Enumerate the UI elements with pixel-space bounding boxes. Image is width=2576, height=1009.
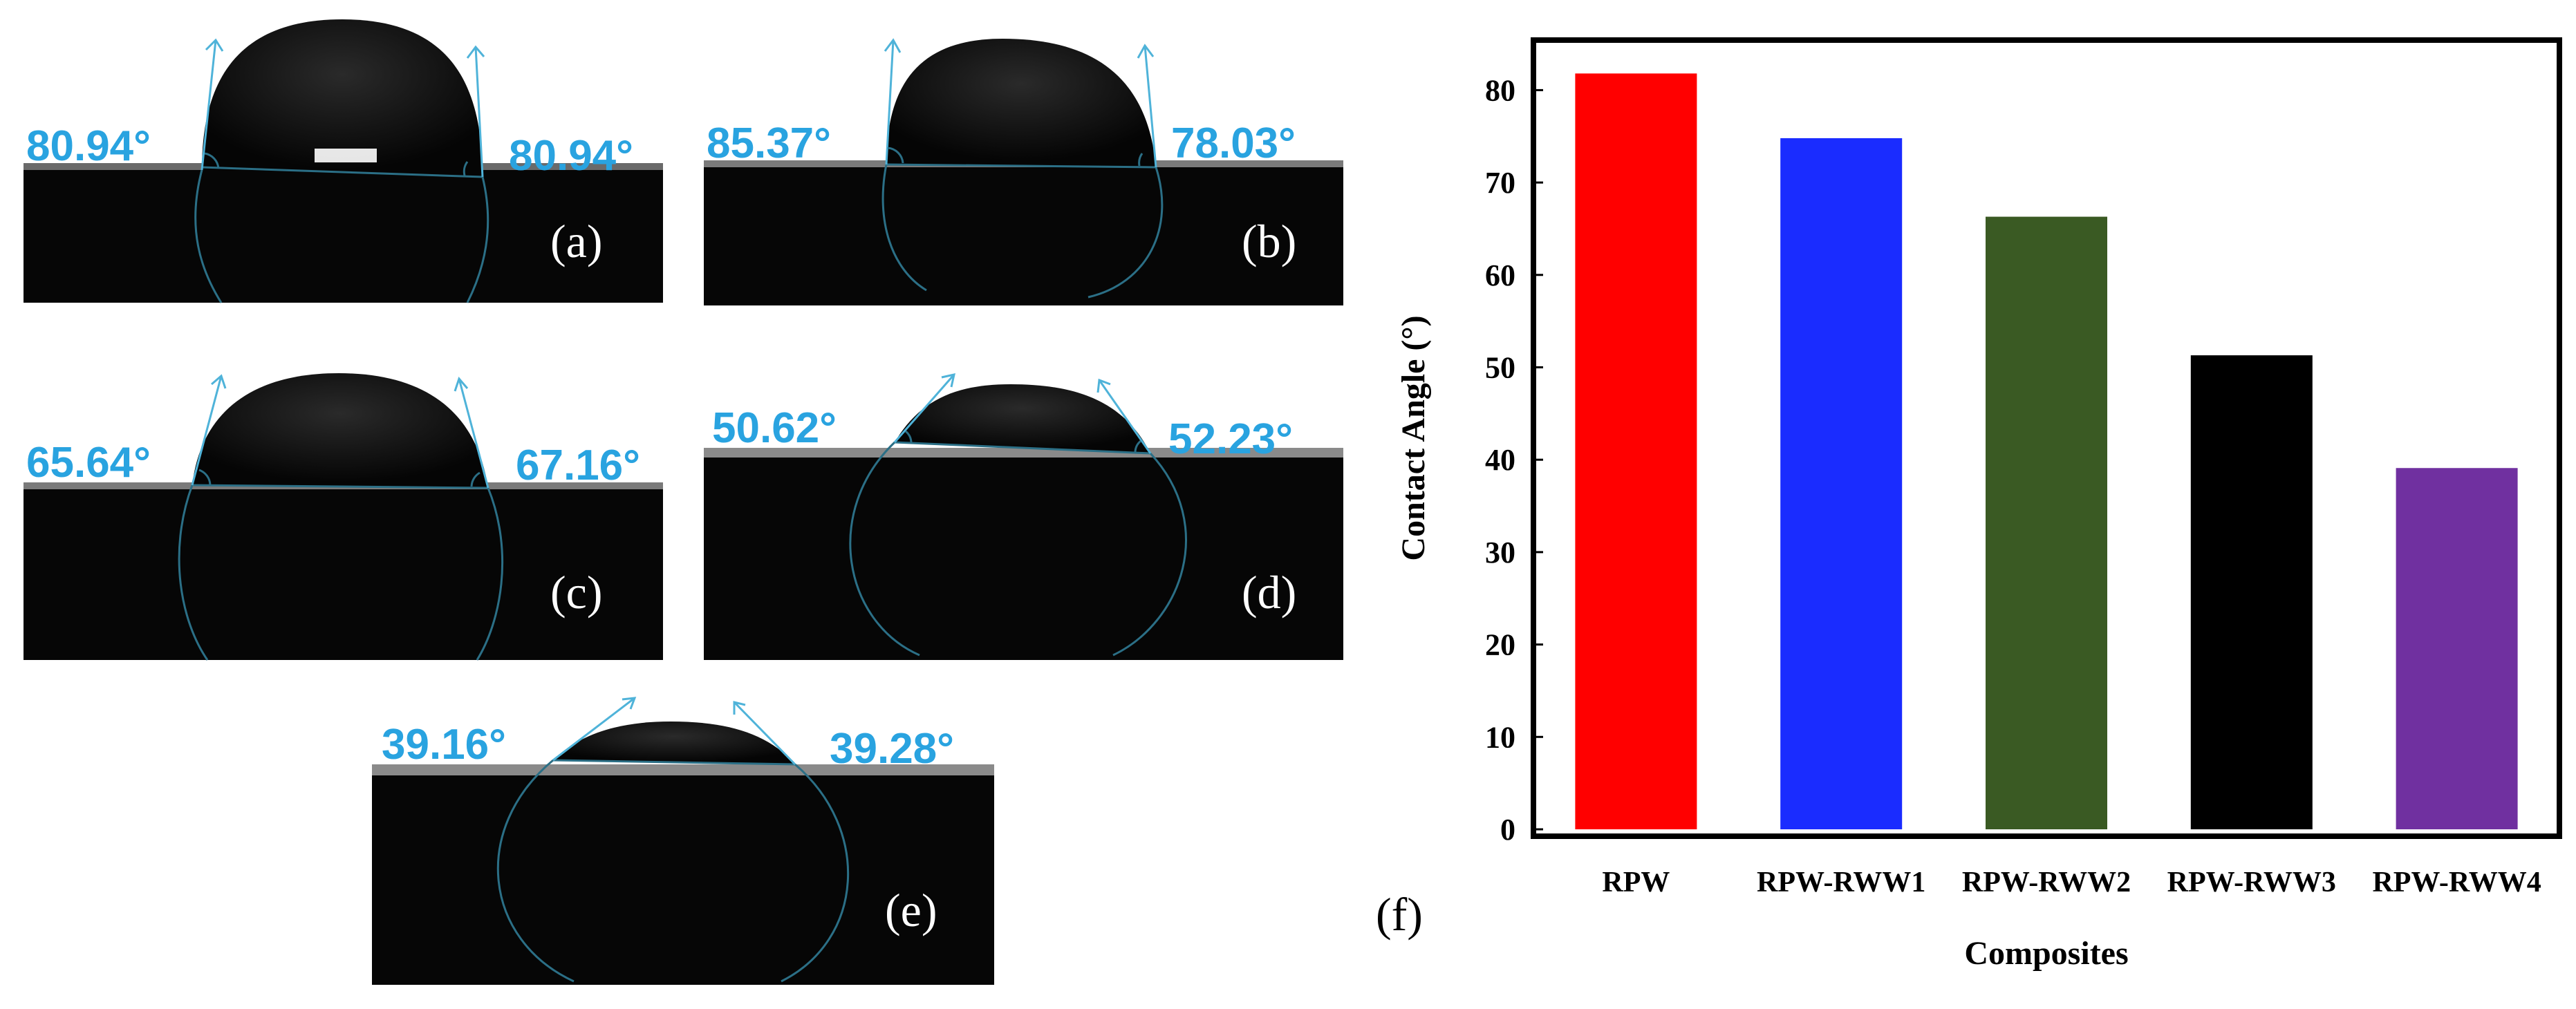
bar-rpw-rww1 [1780, 138, 1903, 829]
substrate [704, 456, 1343, 660]
baseline [894, 441, 1151, 455]
y-tick-label: 40 [1485, 443, 1515, 477]
baseline [886, 163, 1157, 169]
substrate [24, 488, 663, 660]
y-axis-title: Contact Angle (°) [1395, 315, 1432, 560]
substrate [372, 774, 994, 985]
fit-curve-left [178, 484, 209, 661]
angle-right-c: 67.16° [516, 442, 640, 489]
angle-arc-right [463, 161, 469, 176]
y-tick-label: 60 [1485, 258, 1515, 292]
panel-label-d: (d) [1242, 566, 1296, 619]
x-axis: RPW RPW-RWW1 RPW-RWW2 RPW-RWW3 RPW-RWW4 [1602, 867, 2541, 898]
y-axis: 0 10 20 30 40 50 60 70 80 [1485, 73, 1543, 847]
angle-left-d: 50.62° [712, 404, 837, 452]
tangent-arrow-left [191, 374, 227, 486]
droplet-panel-b: 85.37° 78.03° (b) [704, 21, 1343, 305]
x-tick-label: RPW [1602, 867, 1670, 898]
droplet-panel-d: 50.62° 52.23° (d) [704, 346, 1343, 660]
tangent-arrow-right [1137, 44, 1157, 168]
angle-arc-right [470, 471, 480, 487]
droplet-panel-a: 80.94° 80.94° (a) [24, 19, 663, 303]
bars [1575, 73, 2518, 830]
fit-curve-right [466, 176, 489, 303]
angle-right-d: 52.23° [1168, 415, 1293, 463]
y-tick-label: 50 [1485, 351, 1515, 385]
y-tick-label: 10 [1485, 720, 1515, 754]
angle-arc-right [1138, 153, 1144, 167]
bar-rpw [1575, 73, 1697, 830]
droplet-panel-e: 39.16° 39.28° (e) [372, 691, 994, 985]
tangent-arrow-left [884, 38, 902, 165]
panel-label-e: (e) [885, 884, 937, 936]
droplet [886, 39, 1156, 167]
angle-arc-left [204, 152, 220, 169]
tangent-arrow-right [733, 701, 796, 766]
fit-curve-left [849, 441, 920, 657]
fit-curve-left [496, 759, 575, 983]
panel-label-b: (b) [1242, 215, 1296, 267]
droplet [553, 722, 795, 764]
y-tick-label: 0 [1500, 813, 1515, 847]
fit-curve-right [1112, 452, 1187, 657]
tangent-arrow-left [200, 38, 224, 171]
angle-right-e: 39.28° [830, 725, 954, 773]
droplet [895, 384, 1150, 453]
substrate [24, 168, 663, 303]
baseline [201, 166, 483, 178]
angle-arc-left [887, 147, 904, 164]
panel-label-c: (c) [550, 566, 602, 619]
tangent-arrow-left [552, 697, 637, 762]
angle-right-a: 80.94° [509, 132, 633, 180]
fit-curve-right [476, 487, 504, 661]
tangent-arrow-right [466, 45, 485, 178]
y-tick-label: 30 [1485, 536, 1515, 569]
fit-curve-left [881, 164, 927, 292]
baseline [192, 484, 489, 489]
angle-right-b: 78.03° [1171, 120, 1296, 167]
droplet [202, 19, 483, 177]
x-tick-label: RPW-RWW1 [1757, 867, 1925, 898]
baseline [552, 759, 796, 766]
x-tick-label: RPW-RWW2 [1962, 867, 2131, 898]
angle-arc-left [904, 430, 913, 443]
panel-label-a: (a) [550, 215, 602, 267]
bar-rpw-rww4 [2396, 468, 2518, 829]
tangent-arrow-left [893, 373, 955, 443]
droplet-panel-c: 65.64° 67.16° (c) [24, 346, 663, 661]
angle-left-c: 65.64° [26, 439, 151, 487]
x-tick-label: RPW-RWW3 [2167, 867, 2336, 898]
y-tick-label: 20 [1485, 628, 1515, 662]
bar-rpw-rww3 [2190, 355, 2313, 829]
fit-curve-left [194, 169, 223, 303]
angle-left-b: 85.37° [707, 120, 831, 167]
bar-rpw-rww2 [1986, 216, 2107, 830]
angle-left-e: 39.16° [382, 721, 506, 768]
tangent-arrow-right [454, 377, 489, 489]
y-tick-label: 70 [1485, 166, 1515, 200]
y-tick-label: 80 [1485, 73, 1515, 107]
x-axis-title: Composites [1964, 935, 2128, 972]
fit-curve-right [1088, 167, 1164, 299]
panel-label-f: (f) [1376, 888, 1423, 941]
plot-frame [1531, 37, 2562, 839]
substrate [704, 166, 1343, 305]
angle-arc-left [198, 469, 212, 486]
angle-left-a: 80.94° [26, 122, 151, 170]
angle-arc-right [1134, 440, 1142, 453]
x-tick-label: RPW-RWW4 [2372, 867, 2541, 898]
tangent-arrow-right [1096, 378, 1152, 454]
fit-curve-right [781, 763, 850, 983]
droplet [192, 373, 488, 488]
